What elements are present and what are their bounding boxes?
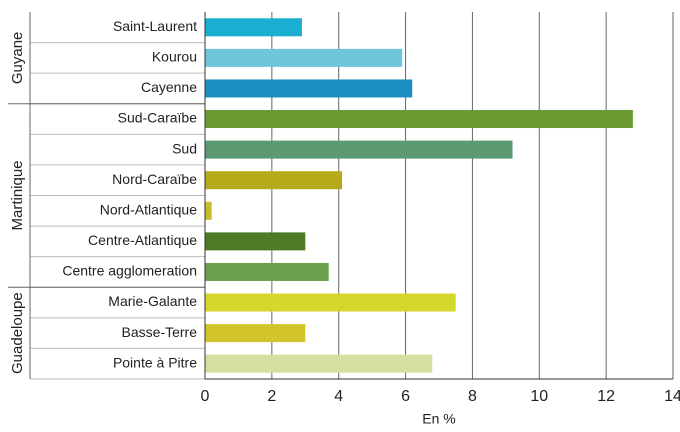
bar [205, 171, 343, 190]
x-tick-label: 10 [530, 388, 548, 405]
x-tick-label: 8 [468, 388, 477, 405]
bar [205, 293, 456, 312]
x-tick-label: 4 [334, 388, 343, 405]
y-tick-label: Centre-Atlantique [88, 232, 197, 248]
bar [205, 18, 302, 37]
x-tick-label: 2 [267, 388, 276, 405]
bar [205, 110, 633, 129]
bar [205, 262, 329, 281]
group-label: Guyane [9, 32, 26, 85]
bar [205, 48, 403, 67]
bar [205, 354, 433, 373]
y-tick-label: Basse-Terre [122, 324, 198, 340]
y-tick-label: Cayenne [141, 79, 197, 95]
x-axis-label: En % [422, 411, 455, 427]
bar [205, 201, 212, 220]
x-tick-label: 0 [201, 388, 210, 405]
y-tick-label: Sud-Caraïbe [118, 110, 198, 126]
bar [205, 140, 513, 159]
y-tick-label: Nord-Caraïbe [112, 171, 197, 187]
bar [205, 79, 413, 98]
y-tick-label: Nord-Atlantique [100, 201, 197, 217]
group-label: Martinique [9, 160, 26, 230]
y-tick-label: Pointe à Pitre [113, 354, 197, 370]
x-tick-label: 12 [597, 388, 615, 405]
y-tick-label: Kourou [152, 49, 197, 65]
y-tick-label: Marie-Galante [108, 293, 197, 309]
y-tick-label: Saint-Laurent [113, 18, 197, 34]
y-tick-label: Sud [172, 140, 197, 156]
x-tick-label: 6 [401, 388, 410, 405]
group-label: Guadeloupe [9, 292, 26, 374]
y-tick-label: Centre agglomeration [62, 263, 197, 279]
bar [205, 324, 306, 343]
bar [205, 232, 306, 251]
x-tick-label: 14 [664, 388, 680, 405]
